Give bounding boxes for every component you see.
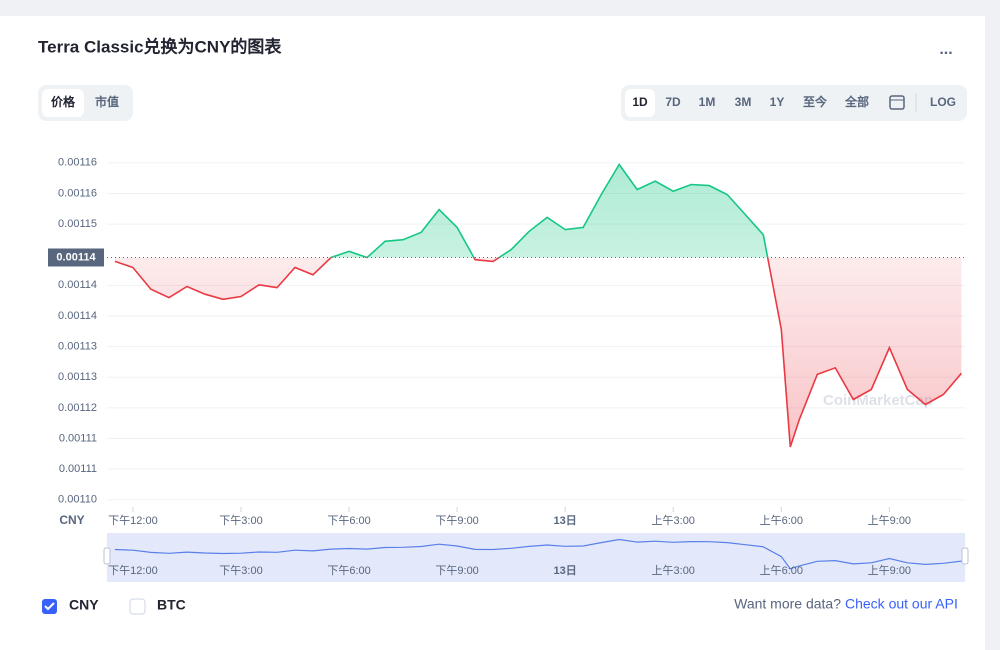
menu[interactable]: ...: [939, 41, 952, 58]
tab[interactable]: 价格: [51, 94, 76, 109]
range-button[interactable]: 至今: [803, 94, 828, 109]
x-tick-label: 下午3:00: [219, 514, 262, 527]
price-line-down: [114, 257, 963, 448]
calendar-icon[interactable]: [889, 95, 905, 110]
baseline-label: 0.00114: [56, 251, 96, 263]
navigator-tick-label: 下午12:00: [108, 564, 158, 577]
navigator-tick-label: 上午9:00: [868, 564, 911, 577]
range-group: [621, 85, 967, 121]
tab-active: [42, 89, 84, 117]
price-line-up: [329, 163, 769, 258]
more-text: Want more data?: [734, 596, 841, 612]
watermark: CoinMarketCap: [823, 392, 933, 409]
x-tick-label: 下午6:00: [327, 514, 370, 527]
range-button[interactable]: 1Y: [770, 95, 785, 109]
currency-label: CNY: [59, 513, 84, 527]
log-button[interactable]: LOG: [930, 95, 956, 109]
title: Terra Classic兑换为CNY的图表: [38, 36, 282, 56]
api-link[interactable]: Check out our API: [845, 596, 958, 612]
x-tick-label: 下午12:00: [108, 514, 158, 527]
y-tick-label: 0.00111: [59, 463, 97, 475]
y-tick-label: 0.00114: [58, 310, 97, 322]
x-tick-label: 下午9:00: [435, 514, 478, 527]
navigator-tick-label: 下午6:00: [327, 564, 370, 577]
x-tick-label: 上午6:00: [760, 514, 803, 527]
area-up: [331, 164, 768, 258]
y-tick-label: 0.00112: [58, 402, 97, 414]
navigator-handle: [961, 547, 969, 565]
check: [44, 602, 55, 611]
checkbox[interactable]: [129, 598, 146, 615]
range-button[interactable]: 7D: [665, 95, 681, 109]
tab[interactable]: 市值: [95, 94, 119, 109]
x-tick-label: 上午3:00: [652, 514, 695, 527]
navigator-handle: [103, 547, 111, 565]
navigator-tick-label: 13日: [554, 564, 577, 577]
navigator: [107, 533, 965, 582]
navigator-tick-label: 上午6:00: [760, 564, 803, 577]
area-down: [114, 257, 962, 447]
y-tick-label: 0.00113: [58, 371, 97, 383]
y-tick-label: 0.00114: [58, 279, 97, 291]
range-button[interactable]: 3M: [735, 95, 752, 109]
x-tick-label: 上午9:00: [868, 514, 911, 527]
range-active: [625, 89, 655, 117]
legend-label: CNY: [69, 597, 99, 613]
legend-label: BTC: [157, 597, 186, 613]
y-tick-label: 0.00110: [58, 494, 97, 506]
y-tick-label: 0.00116: [58, 187, 97, 199]
navigator-tick-label: 下午3:00: [219, 564, 262, 577]
navigator-tick-label: 下午9:00: [435, 564, 478, 577]
y-tick-label: 0.00111: [59, 432, 97, 444]
y-tick-label: 0.00113: [58, 341, 97, 353]
x-tick-label: 13日: [554, 514, 577, 527]
navigator-line: [114, 538, 962, 570]
y-tick-label: 0.00115: [58, 218, 97, 230]
range-button[interactable]: 1D: [632, 95, 648, 109]
baseline-badge: [48, 248, 104, 267]
y-tick-label: 0.00116: [58, 157, 97, 169]
range-button[interactable]: 全部: [844, 94, 869, 109]
navigator-tick-label: 上午3:00: [652, 564, 695, 577]
range-button[interactable]: 1M: [699, 95, 716, 109]
